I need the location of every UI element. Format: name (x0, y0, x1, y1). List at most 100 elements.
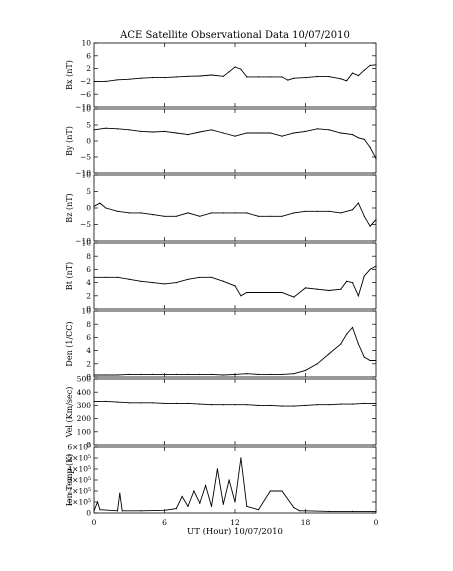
data-point (175, 508, 177, 510)
data-point (128, 402, 130, 404)
data-point (128, 129, 130, 131)
data-point (152, 373, 154, 375)
data-point (93, 400, 95, 402)
data-point (246, 132, 248, 134)
data-point (175, 373, 177, 375)
y-tick-label: 5×10⁵ (67, 454, 91, 463)
y-tick-label: −10 (75, 103, 91, 112)
y-tick-label: 3×10⁵ (67, 476, 91, 485)
data-point (210, 129, 213, 131)
data-point (175, 402, 177, 404)
panel-4: 10 8 6 4 2 0 Bt (nT) (65, 239, 377, 314)
data-point (257, 132, 260, 134)
y-tick-label: 8 (86, 252, 91, 261)
data-point (187, 134, 189, 136)
data-point (210, 373, 213, 375)
data-point (240, 457, 242, 459)
y-tick-label: 2×10⁵ (67, 487, 91, 496)
y-tick-label: 6 (86, 333, 91, 342)
data-point (234, 501, 236, 503)
y-axis-label: By (nT) (65, 126, 74, 156)
data-point (93, 510, 95, 512)
data-point (293, 373, 295, 375)
data-point (199, 403, 201, 405)
data-point (163, 373, 166, 375)
data-point (222, 132, 224, 134)
data-point (93, 276, 95, 278)
series-line-7 (93, 457, 376, 512)
panel-1: 10 6 2 −2 −6 −10 Bx (nT) (65, 39, 377, 112)
data-point (293, 405, 295, 407)
data-point (328, 76, 330, 78)
data-point (187, 373, 189, 375)
data-point (93, 374, 95, 376)
data-point (293, 296, 295, 298)
data-point (193, 490, 195, 492)
x-tick-label: 18 (301, 518, 311, 527)
data-point (340, 288, 342, 290)
data-point (346, 80, 348, 82)
y-tick-label: 500 (77, 375, 92, 384)
data-point (369, 359, 371, 362)
y-tick-label: −10 (75, 237, 91, 246)
data-point (96, 501, 99, 503)
data-point (105, 374, 107, 376)
x-axis: 0 6 12 18 0 (92, 518, 379, 527)
y-tick-label: 2 (86, 359, 91, 368)
panel-2: 10 5 0 −5 −10 By (nT) (65, 105, 377, 178)
series-line-5 (94, 326, 376, 376)
data-point (246, 291, 248, 294)
data-point (304, 510, 307, 512)
data-point (351, 282, 354, 284)
y-tick-label: 1×10⁵ (67, 498, 91, 507)
data-point (328, 404, 330, 406)
data-point (375, 510, 377, 512)
data-point (216, 468, 218, 470)
data-point (175, 215, 177, 217)
data-point (128, 212, 130, 214)
data-point (240, 68, 242, 70)
data-point (163, 77, 166, 79)
data-point (363, 69, 365, 71)
data-point (351, 134, 354, 136)
panels: 10 6 2 −2 −6 −10 Bx (nT) 10 5 0 −5 −10 By (nT) 10 5 0 −5… (65, 39, 377, 518)
panel-7: 6×10⁵ 5×10⁵ 4×10⁵ 3×10⁵ 2×10⁵ 1×10⁵ 0 Ion Temp … (65, 443, 377, 518)
data-point (340, 212, 342, 214)
data-point (234, 212, 236, 214)
data-point (316, 128, 318, 130)
data-point (199, 131, 201, 133)
y-tick-label: 5 (86, 121, 91, 130)
data-point (105, 400, 107, 402)
y-tick-label: 0 (86, 509, 91, 518)
data-point (357, 343, 359, 345)
series-line-2 (93, 127, 377, 159)
x-tick-label: 0 (374, 518, 379, 527)
data-point (93, 205, 95, 207)
data-point (363, 215, 365, 217)
data-point (152, 402, 154, 404)
y-tick-label: 0 (86, 305, 91, 314)
data-point (316, 210, 318, 212)
data-point (222, 404, 224, 406)
data-point (287, 79, 289, 81)
data-point (140, 280, 142, 282)
data-point (328, 289, 330, 292)
y-tick-label: −5 (80, 220, 91, 229)
data-point (357, 295, 359, 297)
y-axis-label: Bx (nT) (65, 60, 74, 90)
data-point (269, 490, 271, 492)
data-point (140, 212, 142, 214)
data-point (346, 333, 348, 335)
data-point (93, 80, 95, 82)
data-point (105, 276, 107, 278)
chart-title: ACE Satellite Observational Data 10/07/2… (119, 30, 350, 41)
data-point (363, 138, 365, 140)
data-point (269, 76, 271, 78)
data-point (304, 287, 307, 289)
data-point (304, 210, 307, 212)
data-point (105, 207, 107, 209)
data-point (210, 74, 213, 76)
data-point (246, 505, 248, 507)
data-point (293, 506, 295, 509)
